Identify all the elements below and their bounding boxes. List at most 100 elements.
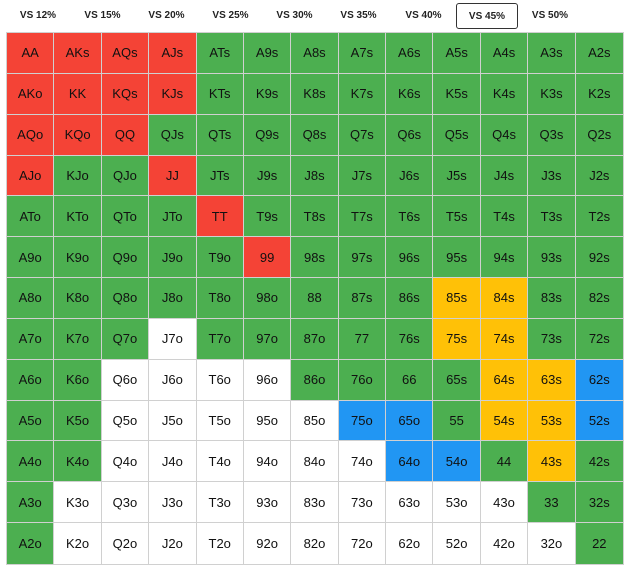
hand-cell-kqo[interactable]: KQo bbox=[54, 114, 102, 156]
hand-cell-95s[interactable]: 95s bbox=[433, 237, 481, 279]
hand-cell-t4s[interactable]: T4s bbox=[480, 196, 529, 238]
hand-cell-q4s[interactable]: Q4s bbox=[480, 114, 529, 156]
hand-cell-93o[interactable]: 93o bbox=[243, 482, 292, 524]
hand-cell-t5o[interactable]: T5o bbox=[196, 400, 244, 442]
hand-cell-q5s[interactable]: Q5s bbox=[433, 114, 481, 156]
hand-cell-88[interactable]: 88 bbox=[291, 278, 339, 319]
hand-cell-a4o[interactable]: A4o bbox=[7, 441, 55, 483]
hand-cell-qto[interactable]: QTo bbox=[101, 196, 150, 238]
hand-cell-a3o[interactable]: A3o bbox=[7, 482, 55, 524]
hand-cell-97o[interactable]: 97o bbox=[243, 318, 292, 360]
hand-cell-t8o[interactable]: T8o bbox=[196, 278, 244, 319]
tab-vs-45[interactable]: VS 45% bbox=[456, 3, 518, 29]
hand-cell-99[interactable]: 99 bbox=[243, 237, 292, 279]
hand-cell-q7o[interactable]: Q7o bbox=[101, 318, 150, 360]
hand-cell-t6o[interactable]: T6o bbox=[196, 359, 244, 401]
hand-cell-62s[interactable]: 62s bbox=[575, 359, 623, 401]
hand-cell-42s[interactable]: 42s bbox=[575, 441, 623, 483]
hand-cell-kjo[interactable]: KJo bbox=[54, 155, 102, 197]
tab-vs-40[interactable]: VS 40% bbox=[405, 10, 442, 21]
hand-cell-a8o[interactable]: A8o bbox=[7, 278, 55, 319]
hand-cell-55[interactable]: 55 bbox=[433, 400, 481, 442]
hand-cell-q8o[interactable]: Q8o bbox=[101, 278, 150, 319]
hand-cell-kts[interactable]: KTs bbox=[196, 73, 244, 115]
hand-cell-82s[interactable]: 82s bbox=[575, 278, 623, 319]
hand-cell-ats[interactable]: ATs bbox=[196, 33, 244, 74]
hand-cell-52o[interactable]: 52o bbox=[433, 523, 481, 564]
hand-cell-a6s[interactable]: A6s bbox=[386, 33, 434, 74]
hand-cell-q2o[interactable]: Q2o bbox=[101, 523, 150, 564]
hand-cell-73s[interactable]: 73s bbox=[528, 318, 576, 360]
hand-cell-a5o[interactable]: A5o bbox=[7, 400, 55, 442]
hand-cell-q6o[interactable]: Q6o bbox=[101, 359, 150, 401]
hand-cell-76o[interactable]: 76o bbox=[338, 359, 387, 401]
hand-cell-qjs[interactable]: QJs bbox=[149, 114, 197, 156]
hand-cell-t4o[interactable]: T4o bbox=[196, 441, 244, 483]
tab-vs-50[interactable]: VS 50% bbox=[531, 10, 569, 21]
hand-cell-q9o[interactable]: Q9o bbox=[101, 237, 150, 279]
hand-cell-t8s[interactable]: T8s bbox=[291, 196, 339, 238]
hand-cell-q8s[interactable]: Q8s bbox=[291, 114, 339, 156]
hand-cell-83o[interactable]: 83o bbox=[291, 482, 339, 524]
hand-cell-a7s[interactable]: A7s bbox=[338, 33, 387, 74]
hand-cell-a4s[interactable]: A4s bbox=[480, 33, 529, 74]
hand-cell-kto[interactable]: KTo bbox=[54, 196, 102, 238]
hand-cell-85o[interactable]: 85o bbox=[291, 400, 339, 442]
hand-cell-74s[interactable]: 74s bbox=[480, 318, 529, 360]
hand-cell-q3o[interactable]: Q3o bbox=[101, 482, 150, 524]
hand-cell-j5o[interactable]: J5o bbox=[149, 400, 197, 442]
hand-cell-ajo[interactable]: AJo bbox=[7, 155, 55, 197]
hand-cell-j9o[interactable]: J9o bbox=[149, 237, 197, 279]
hand-cell-aks[interactable]: AKs bbox=[54, 33, 102, 74]
hand-cell-a3s[interactable]: A3s bbox=[528, 33, 576, 74]
hand-cell-j4o[interactable]: J4o bbox=[149, 441, 197, 483]
hand-cell-k7s[interactable]: K7s bbox=[338, 73, 387, 115]
hand-cell-k7o[interactable]: K7o bbox=[54, 318, 102, 360]
hand-cell-72o[interactable]: 72o bbox=[338, 523, 387, 564]
hand-cell-92o[interactable]: 92o bbox=[243, 523, 292, 564]
hand-cell-qts[interactable]: QTs bbox=[196, 114, 244, 156]
tab-vs-30[interactable]: VS 30% bbox=[276, 10, 313, 21]
hand-cell-43s[interactable]: 43s bbox=[528, 441, 576, 483]
hand-cell-94s[interactable]: 94s bbox=[480, 237, 529, 279]
hand-cell-aa[interactable]: AA bbox=[7, 33, 55, 74]
hand-cell-a7o[interactable]: A7o bbox=[7, 318, 55, 360]
hand-cell-63o[interactable]: 63o bbox=[386, 482, 434, 524]
hand-cell-96s[interactable]: 96s bbox=[386, 237, 434, 279]
hand-cell-54o[interactable]: 54o bbox=[433, 441, 481, 483]
hand-cell-22[interactable]: 22 bbox=[575, 523, 623, 564]
hand-cell-65o[interactable]: 65o bbox=[386, 400, 434, 442]
hand-cell-ako[interactable]: AKo bbox=[7, 73, 55, 115]
hand-cell-62o[interactable]: 62o bbox=[386, 523, 434, 564]
hand-cell-75s[interactable]: 75s bbox=[433, 318, 481, 360]
hand-cell-qjo[interactable]: QJo bbox=[101, 155, 150, 197]
hand-cell-92s[interactable]: 92s bbox=[575, 237, 623, 279]
hand-cell-73o[interactable]: 73o bbox=[338, 482, 387, 524]
hand-cell-53o[interactable]: 53o bbox=[433, 482, 481, 524]
hand-cell-j6s[interactable]: J6s bbox=[386, 155, 434, 197]
hand-cell-54s[interactable]: 54s bbox=[480, 400, 529, 442]
hand-cell-qq[interactable]: QQ bbox=[101, 114, 150, 156]
hand-cell-32s[interactable]: 32s bbox=[575, 482, 623, 524]
hand-cell-84o[interactable]: 84o bbox=[291, 441, 339, 483]
hand-cell-j2s[interactable]: J2s bbox=[575, 155, 623, 197]
hand-cell-53s[interactable]: 53s bbox=[528, 400, 576, 442]
hand-cell-96o[interactable]: 96o bbox=[243, 359, 292, 401]
hand-cell-t9o[interactable]: T9o bbox=[196, 237, 244, 279]
hand-cell-j9s[interactable]: J9s bbox=[243, 155, 292, 197]
hand-cell-74o[interactable]: 74o bbox=[338, 441, 387, 483]
hand-cell-98o[interactable]: 98o bbox=[243, 278, 292, 319]
hand-cell-76s[interactable]: 76s bbox=[386, 318, 434, 360]
tab-vs-35[interactable]: VS 35% bbox=[340, 10, 377, 21]
hand-cell-a8s[interactable]: A8s bbox=[291, 33, 339, 74]
hand-cell-t6s[interactable]: T6s bbox=[386, 196, 434, 238]
hand-cell-94o[interactable]: 94o bbox=[243, 441, 292, 483]
hand-cell-q4o[interactable]: Q4o bbox=[101, 441, 150, 483]
hand-cell-a2o[interactable]: A2o bbox=[7, 523, 55, 564]
hand-cell-64o[interactable]: 64o bbox=[386, 441, 434, 483]
hand-cell-ato[interactable]: ATo bbox=[7, 196, 55, 238]
hand-cell-q3s[interactable]: Q3s bbox=[528, 114, 576, 156]
hand-cell-a2s[interactable]: A2s bbox=[575, 33, 623, 74]
hand-cell-kqs[interactable]: KQs bbox=[101, 73, 150, 115]
hand-cell-75o[interactable]: 75o bbox=[338, 400, 387, 442]
